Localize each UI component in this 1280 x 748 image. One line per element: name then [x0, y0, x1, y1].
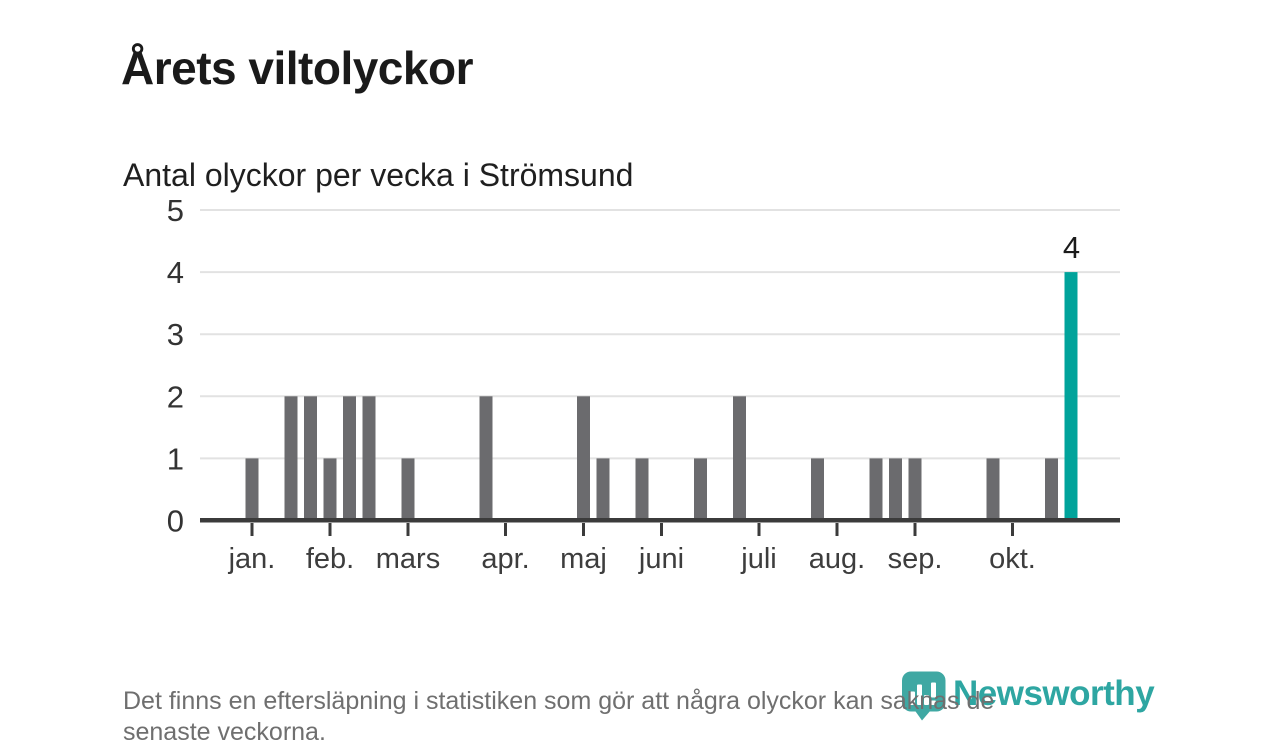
x-tick-label-juli: juli — [740, 543, 776, 575]
chart-subtitle: Antal olyckor per vecka i Strömsund — [123, 156, 634, 193]
bar-week-26 — [733, 396, 746, 521]
x-tick-label-feb.: feb. — [306, 543, 354, 575]
bar-week-30 — [811, 458, 824, 521]
bar-week-1 — [245, 458, 259, 521]
page-title: Årets viltolyckor — [121, 41, 473, 94]
x-tick-label-aug.: aug. — [809, 543, 865, 575]
bar-week-4 — [304, 396, 317, 521]
newsworthy-wordmark: Newsworthy — [953, 674, 1155, 713]
footnote-line: senaste veckorna. — [123, 718, 326, 746]
x-axis-line — [200, 518, 1120, 523]
bar-week-6 — [343, 396, 356, 521]
bar-week-3 — [284, 396, 298, 521]
y-tick-label-5: 5 — [167, 193, 184, 228]
x-tick-label-juni: juni — [638, 543, 684, 575]
x-tick-label-jan.: jan. — [228, 543, 276, 575]
bar-week-21 — [635, 458, 649, 521]
y-tick-label-0: 0 — [167, 504, 184, 539]
newsworthy-pin-icon — [902, 671, 946, 721]
weekly-accidents-bar-chart: 0 1 2 3 4 5 jan. feb. mars apr. maj juni juli aug. sep… — [167, 193, 1120, 575]
bar-week-34 — [889, 458, 902, 521]
x-tick-label-maj: maj — [560, 543, 607, 575]
y-tick-label-3: 3 — [167, 317, 184, 352]
x-tick-label-okt.: okt. — [989, 543, 1036, 575]
bar-week-18 — [577, 396, 590, 521]
bar-week-7 — [362, 396, 376, 521]
bar-week-9 — [401, 458, 415, 521]
y-tick-label-2: 2 — [167, 379, 184, 414]
bar-week-35 — [908, 458, 922, 521]
bar-week-42 — [1045, 458, 1058, 521]
x-tick-label-sep.: sep. — [888, 543, 943, 575]
x-tick-label-apr.: apr. — [481, 543, 529, 575]
bar-value-annotation: 4 — [1063, 230, 1080, 265]
chart-footnote: Det finns en eftersläpning i statistiken… — [123, 686, 994, 748]
x-tick-label-mars: mars — [376, 543, 440, 575]
bar-week-33 — [869, 458, 883, 521]
bar-week-39 — [986, 458, 1000, 521]
bar-week-5 — [323, 458, 337, 521]
y-tick-label-4: 4 — [167, 255, 184, 290]
bar-week-13 — [479, 396, 493, 521]
bar-week-24 — [694, 458, 707, 521]
y-tick-label-1: 1 — [167, 441, 184, 476]
bar-week-19 — [596, 458, 610, 521]
footnote-line: Det finns en eftersläpning i statistiken… — [123, 687, 995, 715]
bar-week-43 — [1064, 272, 1078, 521]
